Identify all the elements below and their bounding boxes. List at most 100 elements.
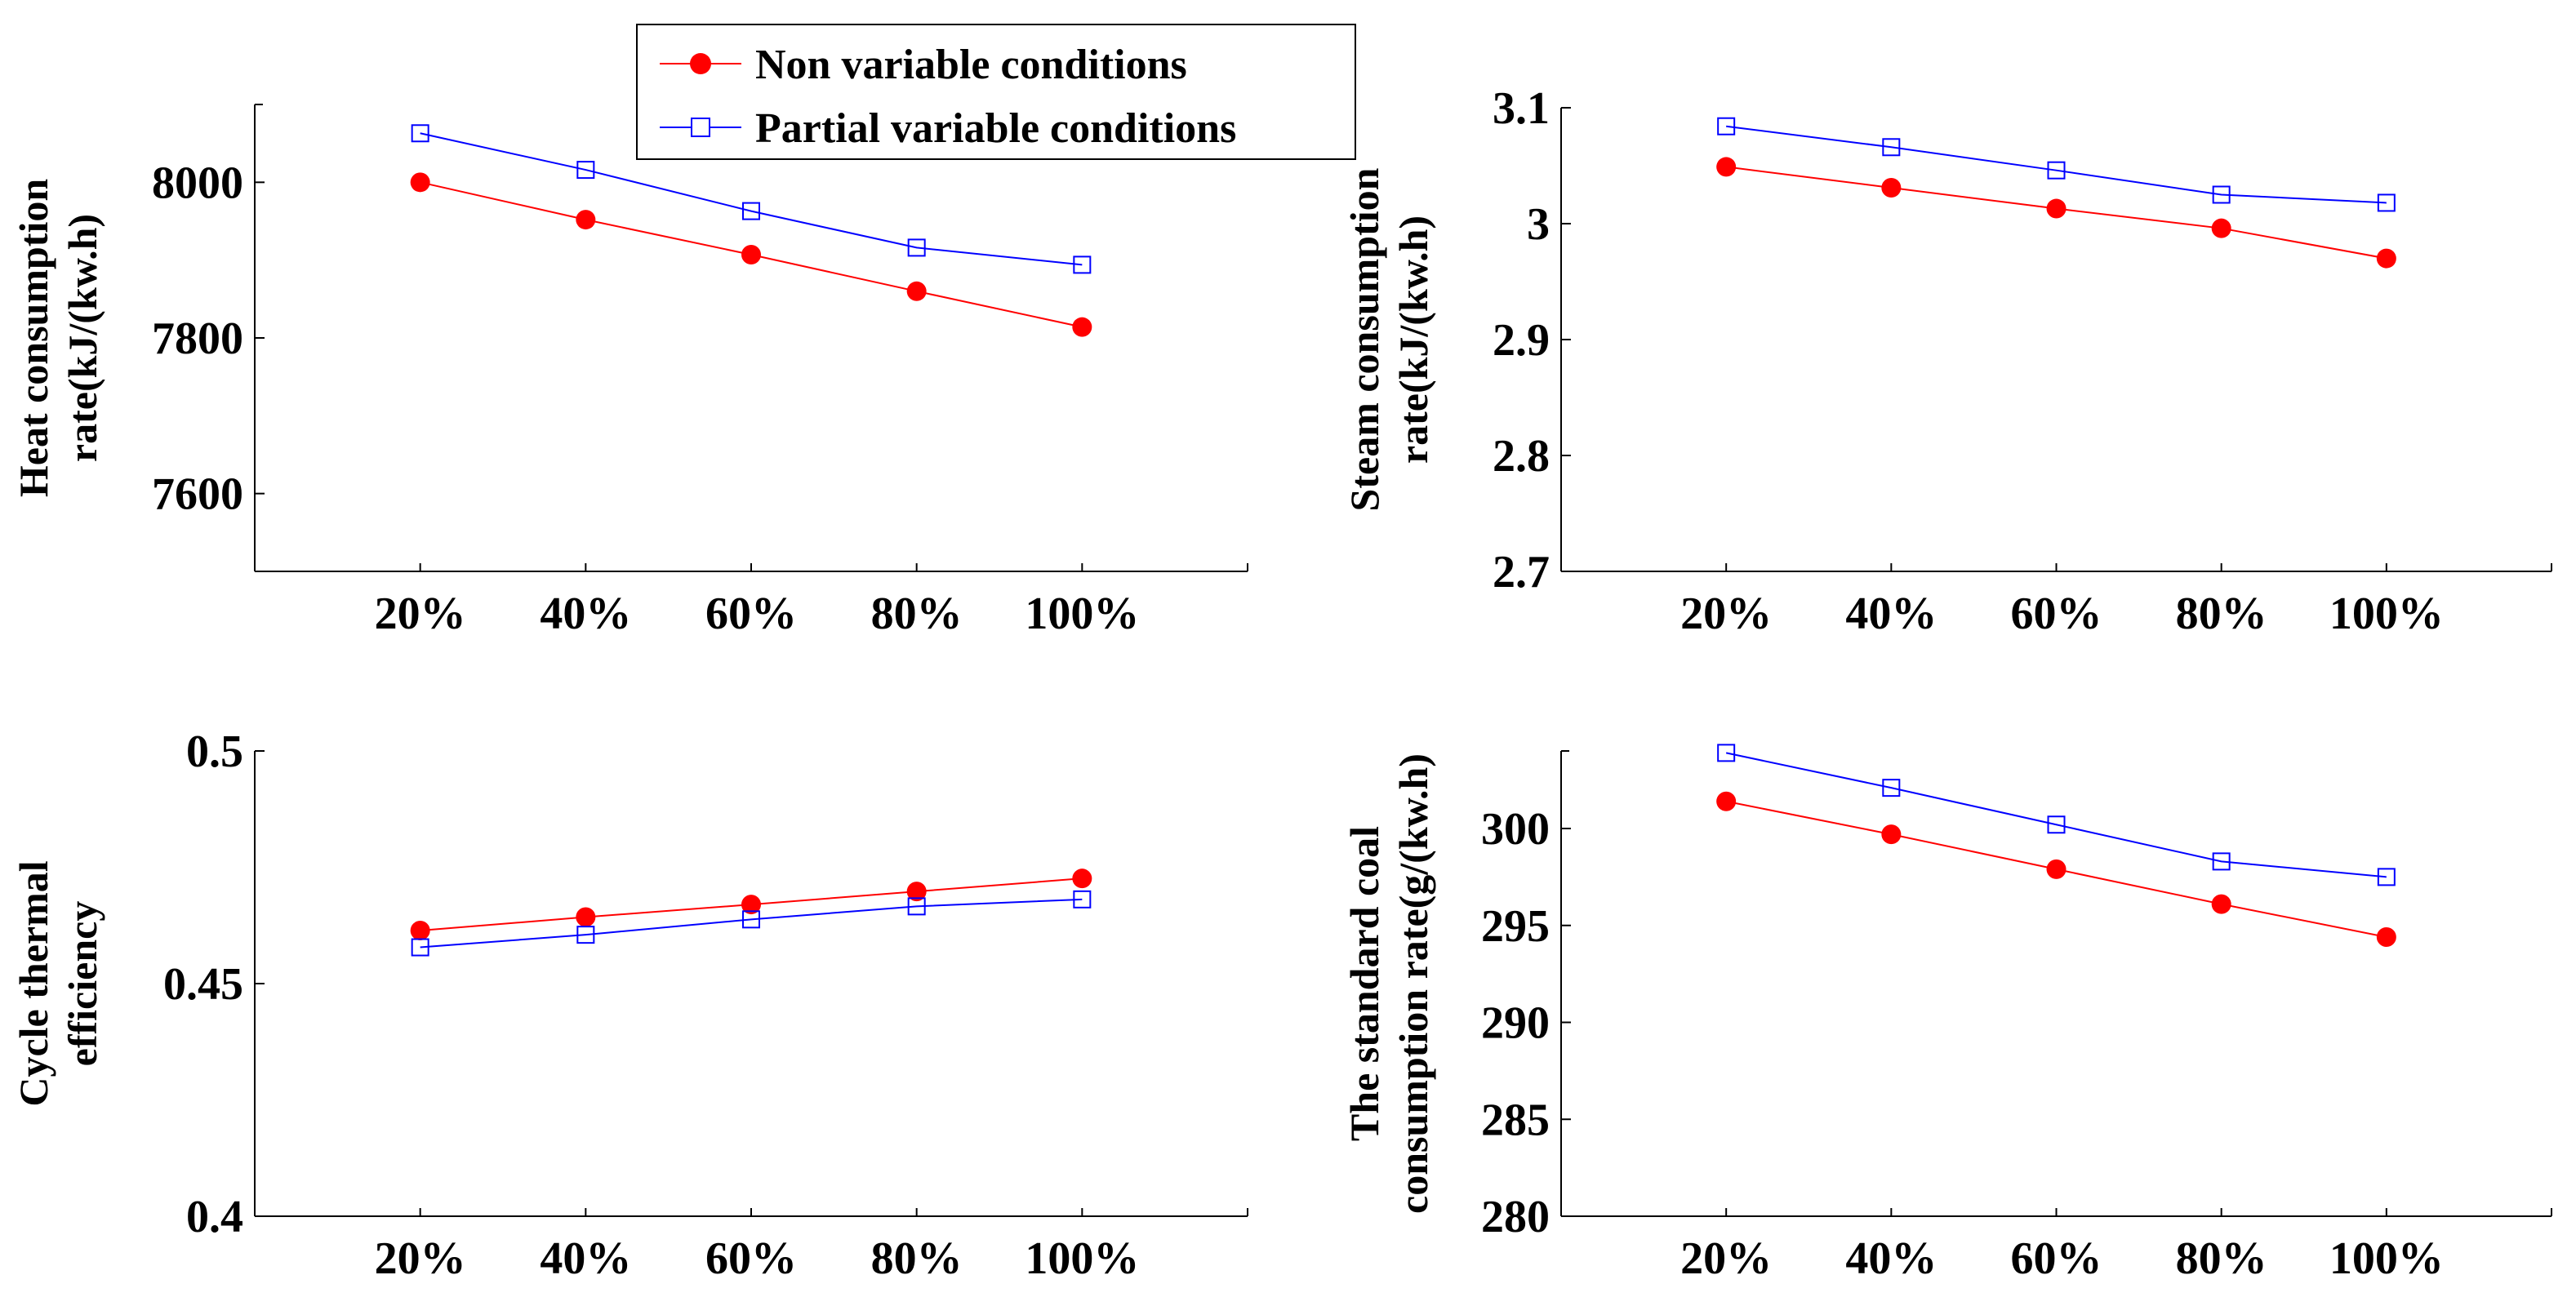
data-point-circle: [741, 895, 761, 915]
data-point-square: [1717, 744, 1736, 762]
data-point-square: [907, 897, 926, 916]
legend: Non variable conditions Partial variable…: [636, 24, 1356, 160]
series-non-variable: [1716, 791, 2396, 947]
panel-4: 280 285 290 295 300 20% 40% 60% 80% 100% The stand…: [1341, 744, 2552, 1284]
x-tick-label: 40%: [1845, 1233, 1937, 1284]
y-tick-label: 7600: [152, 469, 243, 520]
data-point-square: [907, 238, 926, 257]
y-tick-label: 285: [1481, 1095, 1550, 1145]
series-non-variable: [1716, 157, 2396, 269]
data-point-square: [742, 202, 760, 220]
data-point-circle: [576, 907, 596, 927]
data-point-circle: [2376, 927, 2396, 947]
panels: 7600 7800 8000 20% 40% 60% 80% 100% Heat consump…: [11, 83, 2552, 1284]
x-tick-label: 60%: [705, 589, 797, 639]
y-axis-title: Cycle thermal: [11, 860, 56, 1106]
x-tick-label: 60%: [2011, 1233, 2102, 1284]
y-tick-label: 290: [1481, 998, 1550, 1049]
y-tick-label: 3: [1527, 199, 1550, 250]
panel-2: 2.7 2.8 2.9 3 3.1 20% 40% 60% 80% 100% Steam consu…: [1341, 83, 2552, 639]
data-point-square: [2047, 161, 2066, 180]
y-tick-label: 295: [1481, 901, 1550, 952]
legend-label-partial-variable: Partial variable conditions: [755, 105, 1236, 152]
x-tick-label: 100%: [1025, 1233, 1139, 1284]
data-point-square: [411, 124, 429, 143]
y-tick-label: 2.9: [1493, 315, 1550, 366]
series-partial-variable: [411, 124, 1092, 274]
data-point-circle: [2046, 859, 2067, 879]
x-tick-label: 80%: [2176, 1233, 2267, 1284]
data-point-circle: [2376, 248, 2396, 269]
y-axis-title: Steam consumption: [1341, 167, 1387, 511]
data-point-square: [2377, 193, 2396, 212]
x-tick-label: 80%: [2176, 589, 2267, 639]
series-line: [1725, 752, 2387, 878]
x-tick-label: 80%: [871, 589, 963, 639]
data-point-circle: [2046, 198, 2067, 219]
data-point-square: [411, 938, 429, 957]
data-point-circle: [1716, 791, 1737, 811]
series-line: [1726, 125, 2387, 204]
x-tick-label: 20%: [1680, 589, 1772, 639]
x-tick-label: 60%: [705, 1233, 797, 1284]
y-tick-label: 300: [1481, 804, 1550, 855]
data-point-circle: [1881, 177, 1902, 198]
y-tick-label: 3.1: [1493, 83, 1550, 134]
y-tick-label: 0.45: [163, 959, 243, 1010]
x-tick-label: 100%: [2329, 589, 2444, 639]
data-point-square: [2377, 868, 2396, 886]
series-partial-variable: [1717, 744, 2396, 886]
panel-1: 7600 7800 8000 20% 40% 60% 80% 100% Heat consump…: [11, 104, 1248, 639]
data-point-square: [576, 161, 595, 180]
x-tick-label: 40%: [1845, 589, 1937, 639]
x-tick-label: 20%: [375, 589, 466, 639]
x-tick-label: 100%: [2329, 1233, 2444, 1284]
data-point-square: [2047, 815, 2066, 834]
y-tick-label: 0.4: [186, 1192, 243, 1242]
y-tick-label: 7800: [152, 313, 243, 364]
data-point-circle: [2211, 218, 2231, 238]
data-point-circle: [410, 172, 430, 193]
x-tick-label: 40%: [540, 589, 631, 639]
legend-box: [636, 24, 1356, 160]
series-line: [420, 132, 1083, 266]
y-axis-title: rate(kJ/(kw.h): [1390, 215, 1436, 464]
legend-marker-partial-variable: [691, 118, 710, 137]
panel-3: 0.4 0.45 0.5 20% 40% 60% 80% 100% Cycle thermal e…: [11, 726, 1248, 1284]
x-tick-label: 20%: [1680, 1233, 1772, 1284]
y-tick-label: 280: [1481, 1192, 1550, 1242]
data-point-square: [1882, 138, 1901, 157]
data-point-circle: [906, 882, 927, 902]
data-point-circle: [741, 244, 761, 264]
y-tick-label: 8000: [152, 158, 243, 208]
data-point-circle: [1716, 157, 1737, 177]
data-point-square: [2212, 852, 2231, 871]
data-point-square: [2212, 185, 2231, 204]
data-point-circle: [410, 921, 430, 941]
data-point-circle: [576, 210, 596, 230]
series-non-variable: [410, 869, 1092, 941]
data-point-square: [1717, 117, 1736, 135]
y-axis-title: rate(kJ/(kw.h): [60, 214, 105, 462]
legend-label-non-variable: Non variable conditions: [755, 42, 1187, 88]
y-axis-title: consumption rate(g/(kw.h): [1390, 753, 1436, 1214]
data-point-square: [1882, 779, 1901, 797]
data-point-circle: [1072, 869, 1092, 889]
data-point-circle: [2211, 894, 2231, 914]
x-tick-label: 40%: [540, 1233, 631, 1284]
y-tick-label: 2.7: [1493, 547, 1550, 598]
x-tick-label: 100%: [1025, 589, 1139, 639]
y-axis-title: efficiency: [60, 901, 105, 1067]
legend-marker-non-variable: [690, 53, 711, 74]
x-tick-label: 60%: [2011, 589, 2102, 639]
x-tick-label: 80%: [871, 1233, 963, 1284]
series-partial-variable: [1717, 117, 2396, 212]
data-point-square: [576, 926, 595, 944]
y-axis-title: Heat consumption: [11, 179, 56, 498]
series-line: [420, 898, 1083, 948]
y-tick-label: 2.8: [1493, 431, 1550, 482]
data-point-circle: [1881, 824, 1902, 845]
series-non-variable: [410, 172, 1092, 337]
data-point-square: [742, 910, 760, 929]
